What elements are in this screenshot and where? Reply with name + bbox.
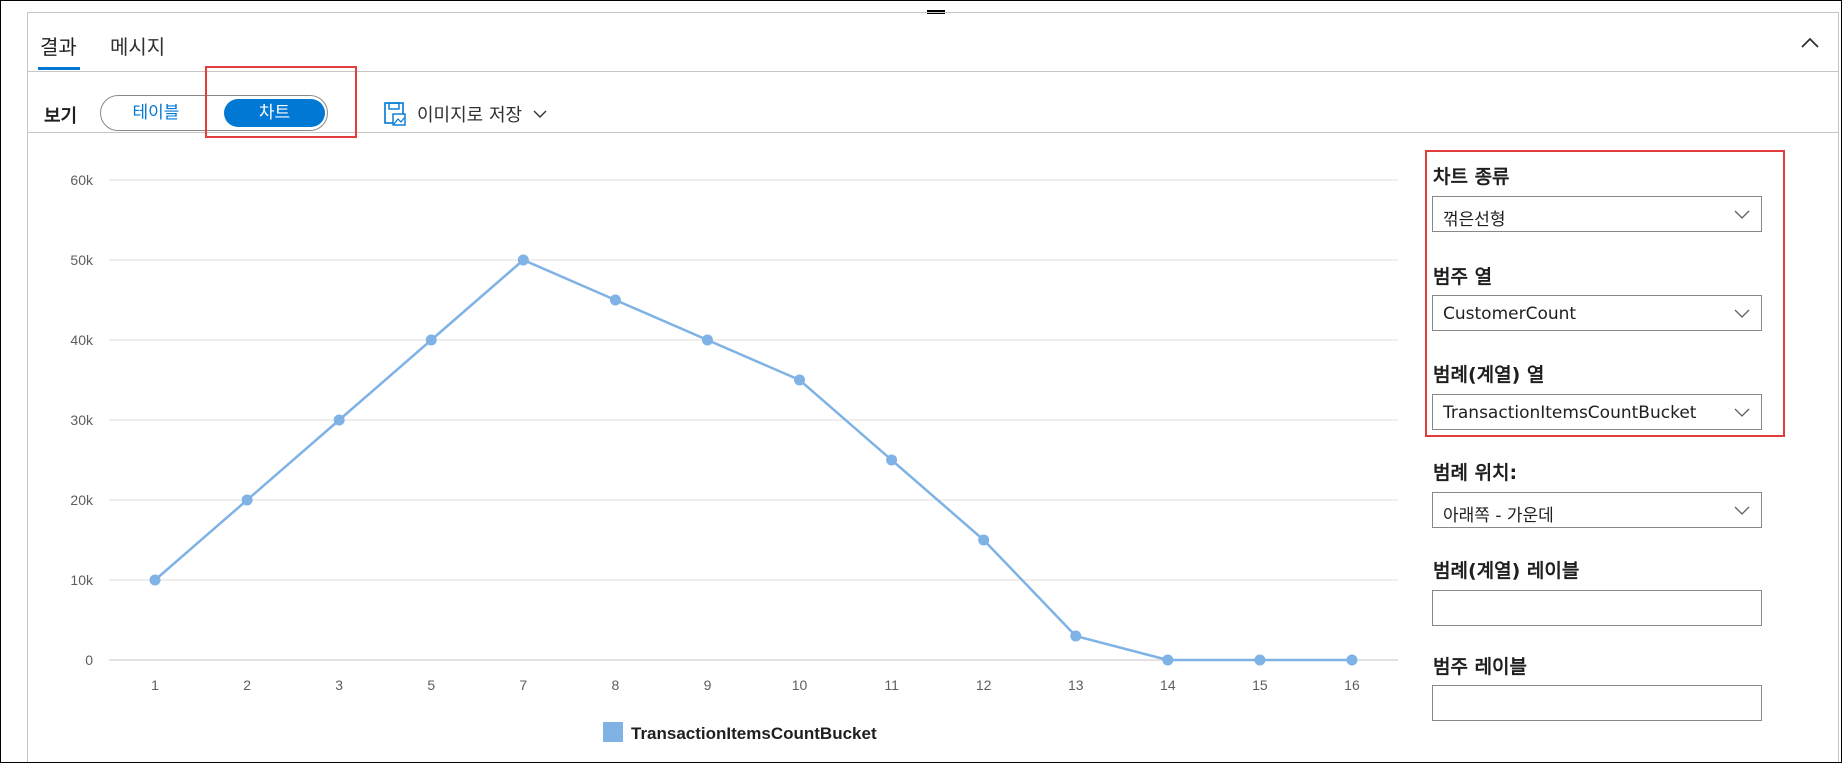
- toggle-highlight-box: [205, 66, 357, 138]
- x-tick-label: 5: [427, 677, 435, 693]
- legend-position-value: 아래쪽 - 가운데: [1443, 506, 1554, 526]
- x-tick-label: 8: [611, 677, 619, 693]
- data-point: [1162, 654, 1174, 666]
- data-point: [517, 254, 529, 266]
- x-tick-label: 2: [243, 677, 251, 693]
- results-tab-bar: 결과 메시지: [28, 13, 1838, 72]
- data-point: [978, 534, 990, 546]
- x-tick-label: 12: [976, 677, 992, 693]
- options-highlight-box: [1425, 150, 1785, 437]
- data-point: [794, 374, 806, 386]
- data-point: [1254, 654, 1266, 666]
- chevron-down-icon: [533, 110, 547, 118]
- y-tick-label: 50k: [70, 252, 94, 268]
- legend-column-value: TransactionItemsCountBucket: [1443, 403, 1697, 423]
- category-column-dropdown[interactable]: CustomerCount: [1432, 295, 1762, 331]
- chevron-down-icon: [1734, 210, 1750, 219]
- y-tick-label: 10k: [70, 572, 94, 588]
- category-label-label: 범주 레이블: [1433, 656, 1528, 678]
- tab-results[interactable]: 결과: [40, 35, 77, 59]
- x-tick-label: 16: [1344, 677, 1360, 693]
- y-tick-label: 40k: [70, 332, 94, 348]
- x-tick-label: 13: [1068, 677, 1084, 693]
- data-point: [241, 494, 253, 506]
- y-tick-label: 20k: [70, 492, 94, 508]
- x-tick-label: 1: [151, 677, 159, 693]
- y-tick-label: 0: [85, 652, 93, 668]
- x-tick-label: 15: [1252, 677, 1268, 693]
- view-toggle[interactable]: 테이블 차트: [100, 95, 328, 131]
- data-point: [333, 414, 345, 426]
- data-point: [149, 574, 161, 586]
- x-tick-label: 10: [792, 677, 808, 693]
- results-panel: 결과 메시지 보기 테이블 차트 이미지로 저장 0 10k 20k 30k 40k 50…: [27, 12, 1839, 762]
- active-tab-indicator: [38, 67, 80, 70]
- chevron-down-icon: [1734, 309, 1750, 318]
- legend-position-dropdown[interactable]: 아래쪽 - 가운데: [1432, 492, 1762, 528]
- x-tick-label: 7: [519, 677, 527, 693]
- chevron-up-icon[interactable]: [1798, 31, 1822, 55]
- legend-column-label: 범례(계열) 열: [1433, 364, 1545, 386]
- toggle-chart-button[interactable]: 차트: [224, 99, 325, 127]
- legend-label-input[interactable]: [1432, 590, 1762, 626]
- save-as-image-label: 이미지로 저장: [417, 105, 523, 126]
- chevron-down-icon: [1734, 408, 1750, 417]
- x-tick-label: 14: [1160, 677, 1176, 693]
- data-point: [1070, 630, 1082, 642]
- legend-label-label: 범례(계열) 레이블: [1433, 560, 1580, 582]
- data-point: [425, 334, 437, 346]
- category-label-input[interactable]: [1432, 685, 1762, 721]
- view-toolbar: 보기 테이블 차트 이미지로 저장: [28, 72, 1838, 133]
- save-image-icon: [384, 102, 406, 126]
- legend-column-dropdown[interactable]: TransactionItemsCountBucket: [1432, 394, 1762, 430]
- legend-label: TransactionItemsCountBucket: [631, 724, 877, 743]
- y-tick-label: 60k: [70, 172, 94, 188]
- tab-messages[interactable]: 메시지: [110, 35, 166, 59]
- legend-position-label: 범례 위치:: [1433, 462, 1518, 484]
- legend-swatch: [603, 722, 623, 742]
- view-label: 보기: [44, 106, 78, 127]
- series-line: [154, 258, 1352, 662]
- data-point: [609, 294, 621, 306]
- category-column-value: CustomerCount: [1443, 304, 1577, 324]
- data-point: [1346, 654, 1358, 666]
- chart-type-value: 꺾은선형: [1443, 210, 1506, 230]
- category-column-label: 범주 열: [1433, 266, 1493, 288]
- data-point: [701, 334, 713, 346]
- data-point: [886, 454, 898, 466]
- save-as-image-button[interactable]: 이미지로 저장: [383, 100, 548, 128]
- chart-type-dropdown[interactable]: 꺾은선형: [1432, 196, 1762, 232]
- y-tick-label: 30k: [70, 412, 94, 428]
- toggle-table-button[interactable]: 테이블: [132, 103, 180, 123]
- chevron-down-icon: [1734, 506, 1750, 515]
- x-tick-label: 11: [884, 677, 899, 693]
- x-tick-label: 3: [335, 677, 343, 693]
- chart-type-label: 차트 종류: [1433, 166, 1510, 188]
- x-tick-label: 9: [704, 677, 712, 693]
